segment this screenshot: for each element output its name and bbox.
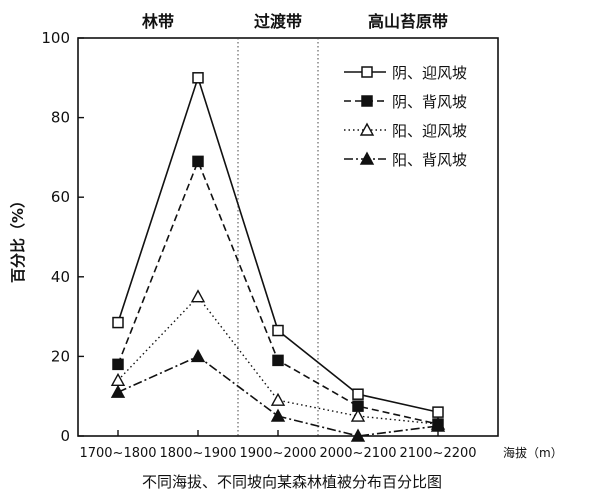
data-point [110,372,126,386]
data-point [352,388,364,400]
x-tick-label: 1800~1900 [159,446,236,461]
data-point [110,384,126,398]
series-阳、背风坡 [110,348,446,442]
plot-frame [77,37,499,437]
plot-area [77,37,499,437]
series-line [117,295,439,425]
zone-label: 林带 [142,12,174,31]
zone-label: 过渡带 [254,12,302,31]
y-axis-title: 百分比（%） [9,193,27,283]
series-layer [110,72,446,442]
chart-caption: 不同海拔、不同坡向某森林植被分布百分比图 [142,473,442,491]
data-point [430,418,446,432]
y-tick-label: 60 [51,188,70,206]
data-point [272,354,284,367]
data-point [270,408,286,422]
zone-label: 高山苔原带 [368,12,448,31]
data-point [192,72,204,84]
x-tick-label: 1900~2000 [239,446,316,461]
x-tick-label: 2100~2200 [399,446,476,461]
y-axis: 0 20 40 60 80 100 [41,29,84,445]
data-point [112,316,124,329]
legend-marker [361,66,373,78]
data-point [192,155,204,168]
series-line [117,159,439,425]
legend-marker [359,122,375,136]
data-point [112,358,124,371]
y-tick-label: 40 [51,268,70,286]
data-point [270,392,286,406]
series-阴、迎风坡 [112,72,444,418]
data-point [432,406,444,418]
data-point [272,324,284,337]
y-tick-label: 100 [41,29,70,47]
x-tick-label: 2000~2100 [319,446,396,461]
legend-label: 阳、背风坡 [392,151,467,169]
y-tick-label: 0 [60,427,70,445]
data-point [190,348,206,363]
legend-label: 阴、迎风坡 [392,64,467,82]
legend-marker [359,151,375,165]
legend-label: 阴、背风坡 [392,93,467,111]
y-tick-label: 80 [51,109,70,127]
data-point [350,428,366,442]
x-axis-title: 海拔（m） [503,445,563,460]
y-tick-label: 20 [51,347,70,365]
data-point [350,408,366,422]
zone-labels: 林带 过渡带 高山苔原带 [142,12,448,31]
x-axis: 1700~1800 1800~1900 1900~2000 2000~2100 2100… [79,430,477,461]
legend-marker [361,95,373,107]
data-point [190,289,206,303]
x-tick-label: 1700~1800 [79,446,156,461]
series-阴、背风坡 [112,155,444,430]
legend-label: 阳、迎风坡 [392,122,467,140]
